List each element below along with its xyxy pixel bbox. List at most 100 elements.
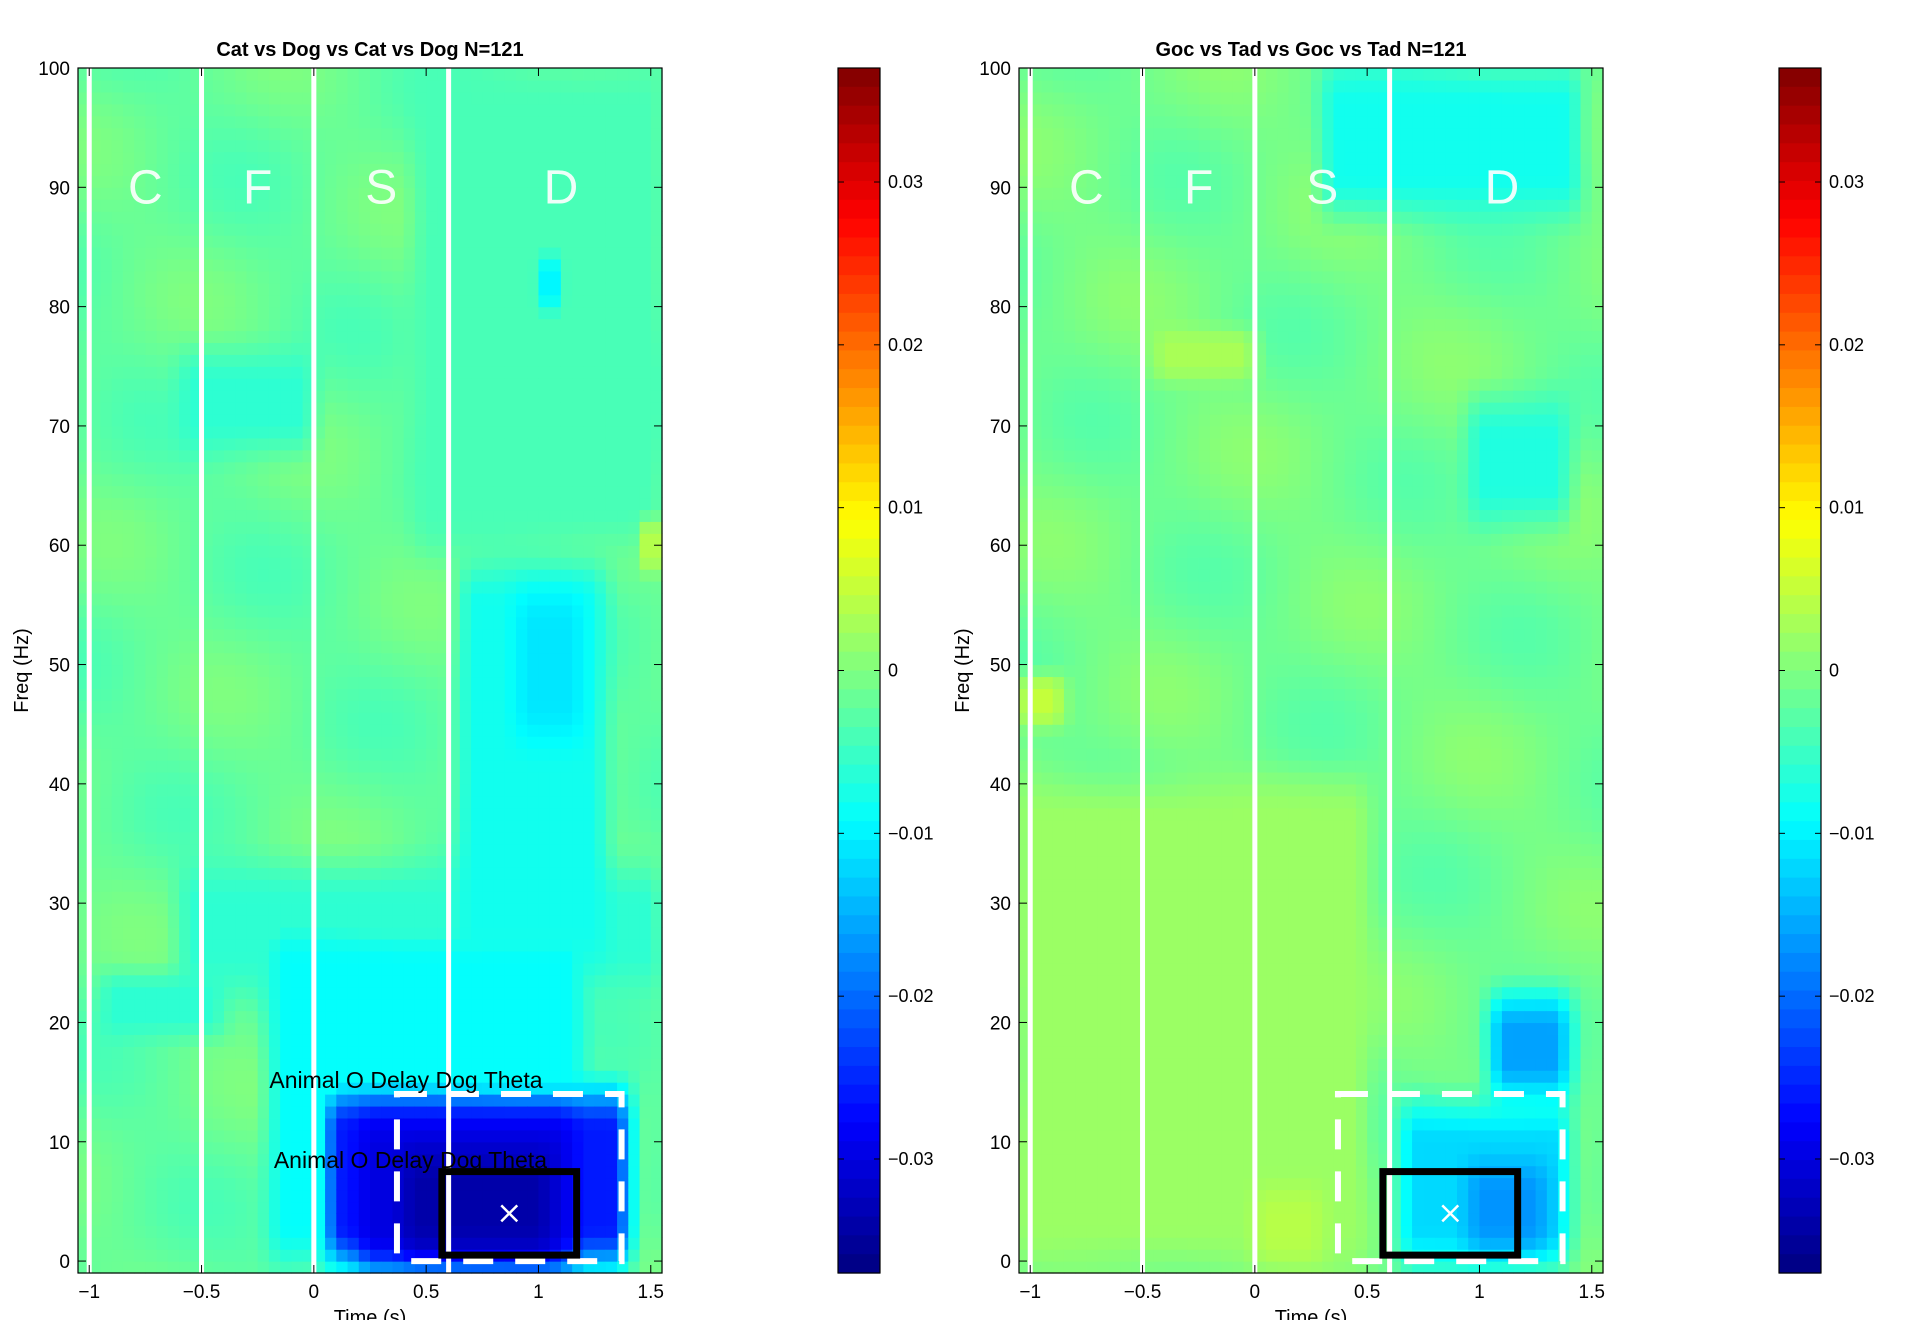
heatmap-cell — [370, 1022, 382, 1035]
heatmap-cell — [325, 139, 337, 153]
heatmap-cell — [268, 1141, 281, 1155]
heatmap-cell — [381, 1022, 394, 1035]
heatmap-cell — [257, 664, 270, 678]
heatmap-cell — [179, 1261, 191, 1274]
heatmap-cell — [583, 139, 596, 153]
heatmap-cell — [358, 485, 371, 499]
heatmap-cell — [224, 1237, 236, 1250]
heatmap-cell — [572, 867, 584, 880]
heatmap-cell — [111, 700, 124, 713]
heatmap-cell — [145, 664, 158, 678]
heatmap-cell — [448, 449, 461, 463]
heatmap-cell — [572, 557, 584, 570]
heatmap-cell — [617, 413, 629, 427]
heatmap-cell — [560, 533, 573, 546]
heatmap-cell — [617, 402, 629, 415]
heatmap-cell — [392, 938, 405, 952]
heatmap-cell — [145, 330, 158, 344]
heatmap-cell — [403, 867, 416, 880]
heatmap-cell — [549, 402, 562, 415]
heatmap-cell — [111, 449, 124, 463]
heatmap-cell — [426, 139, 438, 153]
heatmap-cell — [336, 1010, 349, 1024]
heatmap-cell — [78, 497, 90, 511]
heatmap-cell — [212, 748, 225, 761]
heatmap-cell — [325, 712, 337, 725]
heatmap-cell — [313, 1249, 326, 1262]
heatmap-cell — [370, 1010, 382, 1024]
heatmap-cell — [482, 342, 495, 355]
heatmap-cell — [313, 855, 326, 868]
heatmap-cell — [527, 187, 540, 200]
heatmap-cell — [246, 843, 259, 857]
heatmap-cell — [235, 1117, 248, 1131]
heatmap-cell — [594, 903, 607, 916]
heatmap-cell — [134, 1237, 146, 1250]
heatmap-cell — [122, 437, 135, 451]
heatmap-cell — [268, 903, 281, 916]
heatmap-cell — [560, 1010, 573, 1024]
heatmap-cell — [212, 915, 225, 928]
heatmap-cell — [268, 449, 281, 463]
heatmap-cell — [224, 175, 236, 188]
heatmap-cell — [201, 831, 214, 845]
heatmap-cell — [235, 1105, 248, 1119]
heatmap-cell — [437, 604, 450, 618]
heatmap-cell — [504, 938, 517, 952]
heatmap-cell — [414, 199, 427, 212]
heatmap-cell — [268, 294, 281, 308]
heatmap-cell — [482, 1237, 495, 1250]
heatmap-cell — [134, 103, 146, 117]
heatmap-cell — [291, 557, 304, 570]
heatmap-cell — [471, 270, 483, 284]
heatmap-cell — [605, 927, 618, 940]
heatmap-cell — [212, 652, 225, 666]
heatmap-cell — [302, 1058, 315, 1071]
heatmap-cell — [122, 306, 135, 320]
heatmap-cell — [134, 246, 146, 260]
heatmap-cell — [403, 879, 416, 892]
heatmap-cell — [516, 103, 528, 117]
heatmap-cell — [280, 950, 292, 964]
heatmap-cell — [617, 807, 629, 821]
heatmap-cell — [122, 91, 135, 105]
heatmap-cell — [605, 1022, 618, 1035]
heatmap-cell — [190, 831, 203, 845]
heatmap-cell — [336, 211, 349, 224]
heatmap-cell — [325, 628, 337, 642]
heatmap-cell — [403, 736, 416, 749]
heatmap-cell — [403, 759, 416, 773]
heatmap-cell — [145, 437, 158, 451]
heatmap-cell — [313, 294, 326, 308]
heatmap-cell — [605, 1010, 618, 1024]
heatmap-cell — [167, 258, 180, 272]
heatmap-cell — [167, 915, 180, 928]
heatmap-cell — [145, 688, 158, 701]
heatmap-cell — [347, 1153, 360, 1167]
heatmap-cell — [167, 628, 180, 642]
heatmap-cell — [370, 318, 382, 332]
heatmap-cell — [504, 1082, 517, 1095]
heatmap-cell — [414, 270, 427, 284]
heatmap-cell — [617, 581, 629, 594]
heatmap-cell — [336, 783, 349, 797]
heatmap-cell — [224, 163, 236, 176]
heatmap-cell — [516, 1153, 528, 1167]
heatmap-cell — [437, 223, 450, 236]
heatmap-cell — [280, 879, 292, 892]
heatmap-cell — [190, 282, 203, 296]
heatmap-cell — [403, 998, 416, 1012]
heatmap-cell — [280, 1046, 292, 1059]
heatmap-cell — [493, 962, 506, 976]
heatmap-cell — [426, 68, 438, 81]
heatmap-cell — [268, 1046, 281, 1059]
heatmap-cell — [111, 1094, 124, 1107]
heatmap-cell — [156, 282, 169, 296]
heatmap-cell — [224, 342, 236, 355]
heatmap-cell — [201, 521, 214, 534]
heatmap-cell — [471, 545, 483, 558]
heatmap-cell — [381, 306, 394, 320]
heatmap-cell — [280, 1165, 292, 1179]
heatmap-cell — [235, 330, 248, 344]
heatmap-cell — [201, 903, 214, 916]
